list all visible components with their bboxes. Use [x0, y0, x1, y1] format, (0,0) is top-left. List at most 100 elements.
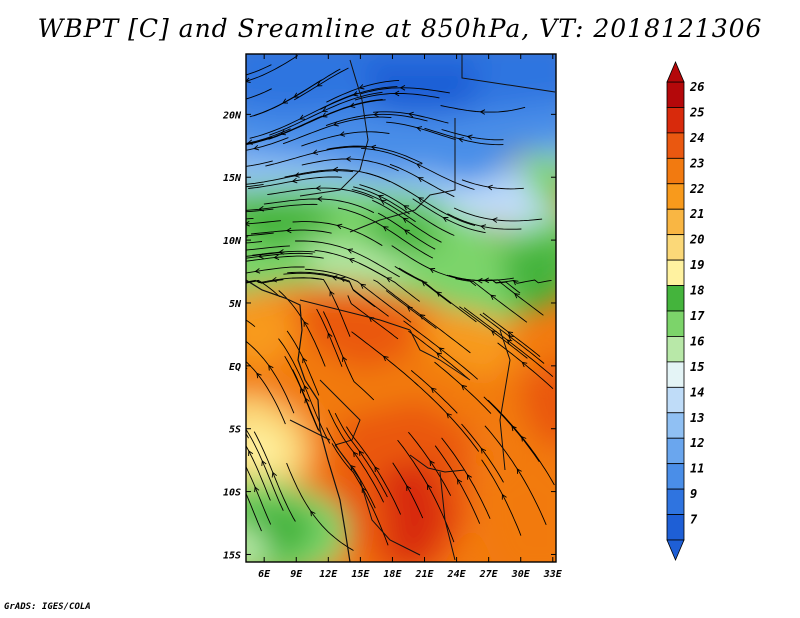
- colorbar-label: 16: [690, 334, 704, 348]
- streamline-arrow: [302, 357, 308, 364]
- streamline: [246, 319, 256, 328]
- streamline-arrow: [380, 199, 387, 205]
- streamline: [278, 290, 326, 367]
- streamline: [328, 409, 385, 503]
- streamline-arrow: [226, 255, 231, 260]
- streamline-arrow: [247, 139, 253, 145]
- colorbar-label: 7: [690, 513, 698, 527]
- streamline-arrow: [429, 460, 435, 466]
- colorbar-swatch: [666, 463, 685, 490]
- colorbar-swatch: [666, 361, 685, 388]
- streamline: [459, 306, 528, 359]
- streamline: [359, 184, 455, 236]
- colorbar-label: 19: [690, 258, 704, 272]
- y-axis-labels: 20N 15N 10N 5N EQ 5S 10S 15S: [222, 110, 242, 561]
- streamline-arrow: [271, 471, 277, 478]
- streamline: [424, 127, 504, 146]
- streamline-arrow: [299, 114, 306, 120]
- streamline-arrow: [273, 254, 280, 261]
- streamline-arrow: [377, 194, 384, 200]
- y-tick-label: 10N: [223, 236, 242, 247]
- streamline: [286, 330, 320, 396]
- y-tick-label: 5N: [229, 299, 242, 310]
- streamline: [246, 241, 263, 244]
- colorbar-swatch: [666, 514, 685, 541]
- y-tick-label: 15S: [223, 550, 241, 561]
- colorbar-label: 14: [690, 385, 704, 399]
- colorbar-swatch: [666, 310, 685, 337]
- streamline-arrow: [299, 387, 306, 394]
- streamline: [246, 266, 305, 274]
- streamline-arrow: [436, 352, 442, 358]
- streamline-arrow: [506, 339, 513, 345]
- streamline: [269, 91, 383, 136]
- streamline: [326, 145, 423, 164]
- streamline-arrow: [490, 294, 496, 300]
- streamline: [453, 207, 543, 222]
- streamline-arrow: [236, 473, 240, 478]
- streamline-arrow: [347, 248, 354, 254]
- streamline: [246, 445, 271, 501]
- streamline: [434, 445, 481, 524]
- colorbar-swatch: [666, 488, 685, 515]
- streamline: [483, 396, 540, 462]
- streamline-arrow: [382, 355, 389, 362]
- streamline: [292, 277, 351, 337]
- streamline: [246, 279, 281, 298]
- y-tick-label: 10S: [223, 488, 241, 499]
- streamline: [325, 113, 428, 127]
- streamline: [246, 492, 262, 532]
- streamline-arrow: [349, 102, 356, 108]
- x-tick-label: 18E: [383, 569, 402, 580]
- streamline-arrow: [461, 384, 467, 391]
- streamline-arrow: [348, 257, 355, 264]
- streamline-arrow: [331, 275, 338, 281]
- streamline: [246, 88, 272, 100]
- streamline-arrow: [312, 149, 319, 155]
- streamline: [441, 437, 491, 519]
- streamline: [246, 128, 291, 144]
- streamline-arrow: [476, 277, 483, 284]
- streamline-arrow: [321, 107, 328, 113]
- streamline: [394, 266, 452, 304]
- colorbar-swatch: [666, 412, 685, 439]
- streamline: [316, 308, 343, 367]
- x-axis-labels: 6E 9E 12E 15E 18E 21E 24E 27E 30E 33E: [258, 569, 563, 580]
- streamline: [326, 79, 400, 103]
- colorbar-label: 13: [690, 411, 704, 425]
- streamline-arrow: [406, 485, 412, 491]
- streamline-arrow: [256, 372, 262, 379]
- streamline: [246, 340, 295, 414]
- streamline-arrow: [219, 347, 224, 351]
- streamline: [246, 360, 286, 425]
- streamline-arrow: [393, 90, 400, 97]
- streamline: [263, 198, 375, 214]
- streamline: [434, 361, 492, 414]
- streamline: [287, 271, 389, 317]
- streamline-arrow: [303, 320, 309, 327]
- colorbar-swatch: [666, 208, 685, 236]
- streamline: [282, 116, 392, 145]
- streamline: [246, 465, 272, 525]
- credit-text: GrADS: IGES/COLA: [4, 602, 91, 612]
- streamline-arrow: [402, 217, 409, 223]
- streamline-arrow: [201, 280, 205, 285]
- streamline: [286, 462, 354, 551]
- streamline-arrow: [339, 276, 346, 283]
- x-tick-label: 21E: [414, 569, 434, 580]
- streamline-arrow: [254, 268, 261, 274]
- x-tick-label: 9E: [290, 569, 303, 580]
- streamline-arrow: [466, 473, 472, 480]
- colorbar-label: 26: [689, 80, 704, 94]
- streamline-arrow: [224, 210, 229, 215]
- streamline: [249, 79, 322, 118]
- streamline-arrow: [512, 279, 519, 286]
- streamline: [492, 279, 544, 316]
- streamline-arrow: [291, 177, 298, 184]
- colorbar: 26 25 24 23 22 21 20 19 18 17 16 15 14 13 12 11 9 7: [666, 60, 705, 562]
- streamline-arrow: [223, 279, 228, 284]
- streamline-arrow: [386, 277, 392, 283]
- streamline-arrow: [268, 364, 274, 371]
- streamline-arrow: [416, 163, 423, 169]
- streamline: [479, 313, 545, 364]
